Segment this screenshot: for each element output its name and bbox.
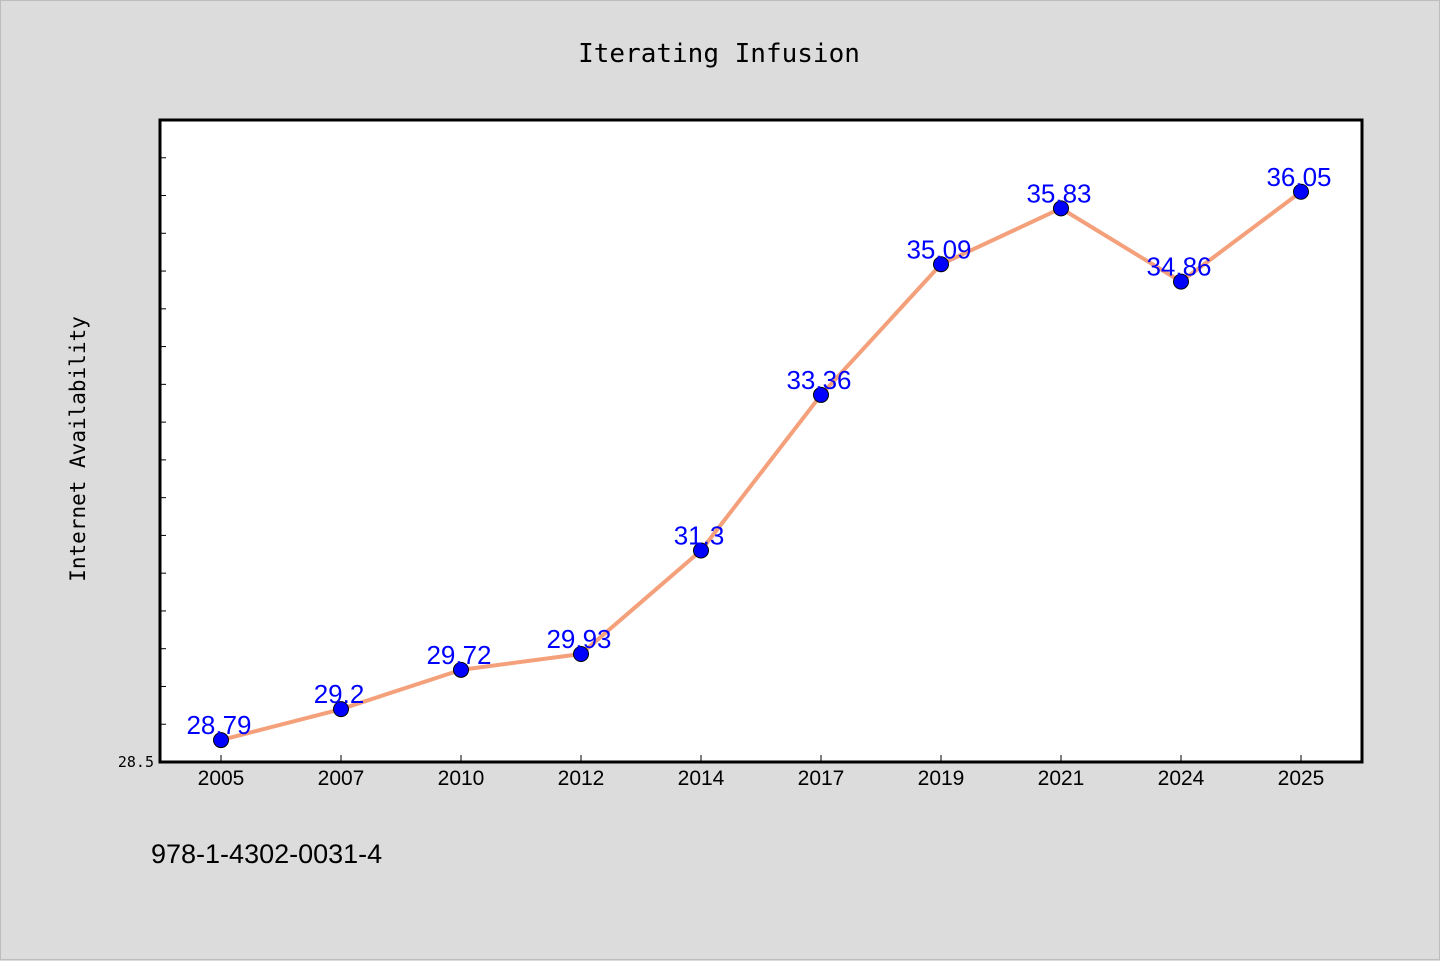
data-point-marker xyxy=(693,542,709,559)
chart-title: Iterating Infusion xyxy=(578,39,860,69)
data-point-marker xyxy=(333,701,349,718)
data-label: 33.36 xyxy=(786,365,851,395)
y-tick-label: 28.5 xyxy=(118,753,154,771)
x-tick-label: 2017 xyxy=(798,767,845,790)
plot-frame xyxy=(158,118,1364,764)
data-label: 35.09 xyxy=(906,234,971,264)
data-label: 29.93 xyxy=(546,624,611,654)
data-point-marker xyxy=(813,386,829,403)
data-point-marker xyxy=(1293,183,1309,200)
y-axis-label: Internet Availability xyxy=(66,316,90,582)
data-point-marker xyxy=(933,256,949,273)
x-tick-label: 2025 xyxy=(1278,767,1325,790)
data-labels: 28.79 29.2 29.72 29.93 31.3 33.36 35.09 35.83 34… xyxy=(186,162,1331,740)
x-tick-label: 2021 xyxy=(1038,767,1085,790)
x-tick-label: 2024 xyxy=(1158,767,1205,790)
data-label: 28.79 xyxy=(186,710,251,740)
data-point-marker xyxy=(453,661,469,678)
x-tick-label: 2007 xyxy=(318,767,365,790)
x-tick-label: 2010 xyxy=(438,767,485,790)
data-point-marker xyxy=(1053,200,1069,217)
x-tick-label: 2012 xyxy=(558,767,605,790)
data-label: 29.72 xyxy=(426,640,491,670)
x-ticks: 2005 2007 2010 2012 2014 2017 2019 2021 2024 2025 xyxy=(198,755,1325,790)
data-label: 29.2 xyxy=(314,679,365,709)
data-point-marker xyxy=(213,732,229,749)
data-point-marker xyxy=(1173,273,1189,290)
x-tick-label: 2019 xyxy=(918,767,965,790)
data-label: 35.83 xyxy=(1026,178,1091,208)
x-tick-label: 2014 xyxy=(678,767,725,790)
series-line xyxy=(219,189,1303,743)
data-label: 36.05 xyxy=(1266,162,1331,192)
isbn-footer: 978-1-4302-0031-4 xyxy=(151,839,382,869)
data-markers xyxy=(213,183,1309,749)
data-label: 34.86 xyxy=(1146,252,1211,282)
plot-area xyxy=(160,120,1362,762)
y-tick-labels: 28.5 xyxy=(118,753,154,771)
data-point-marker xyxy=(573,645,589,662)
x-tick-label: 2005 xyxy=(198,767,245,790)
data-label: 31.3 xyxy=(674,521,725,551)
